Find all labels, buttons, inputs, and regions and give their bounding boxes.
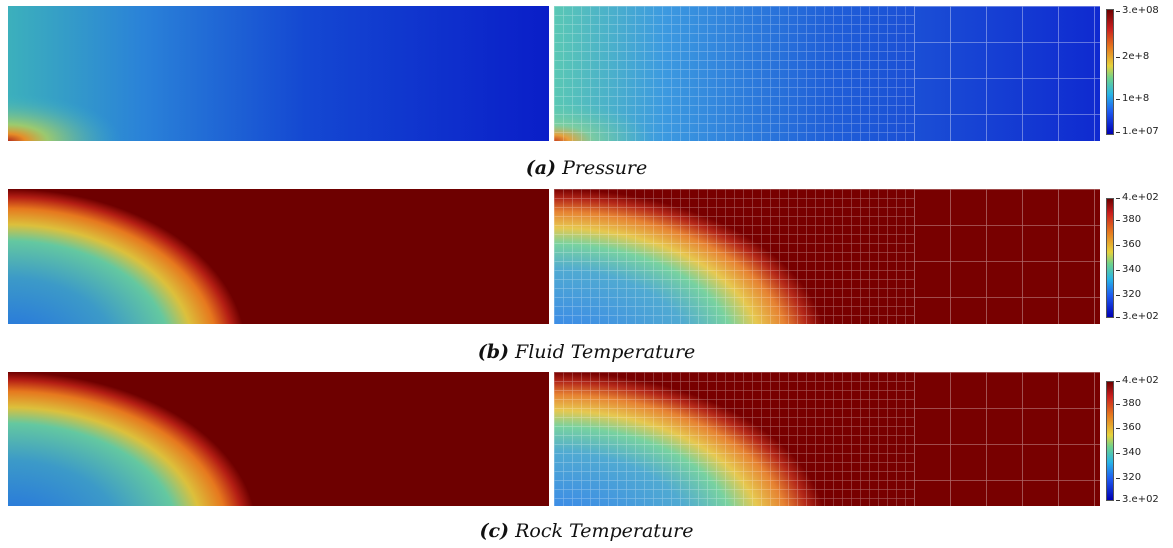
fluid-temperature-colorbar: [1106, 198, 1114, 318]
rock-temperature-mesh-field: [554, 372, 1100, 506]
fluid-temperature-mesh-panel: [554, 189, 1100, 324]
fluid-temperature-tick-5: 3.e+02: [1116, 311, 1159, 322]
pressure-fine-panel: [8, 6, 549, 141]
fluid-temperature-tick-0: 4.e+02: [1116, 192, 1159, 203]
caption-fluid-temperature: (b) Fluid Temperature: [0, 341, 1173, 363]
pressure-fine-field: [8, 6, 549, 141]
rock-temperature-colorbar: [1106, 381, 1114, 501]
pressure-colorbar: [1106, 9, 1114, 135]
fluid-temperature-tick-1: 380: [1115, 214, 1142, 225]
rock-temperature-tick-1: 380: [1115, 398, 1142, 409]
caption-rock-temperature-text: Rock Temperature: [515, 520, 694, 542]
fluid-temperature-fine-panel: [8, 189, 549, 324]
caption-pressure: (a) Pressure: [0, 157, 1173, 179]
fluid-temperature-tick-3: 340: [1115, 264, 1142, 275]
caption-pressure-text: Pressure: [562, 157, 648, 179]
caption-rock-temperature-label: (c): [479, 520, 510, 542]
caption-rock-temperature: (c) Rock Temperature: [0, 520, 1173, 542]
rock-temperature-tick-5: 3.e+02: [1116, 494, 1159, 505]
rock-temperature-tick-4: 320: [1115, 472, 1142, 483]
pressure-tick-2: 1e+8: [1115, 93, 1150, 104]
pressure-mesh-field: [554, 6, 1100, 141]
caption-pressure-label: (a): [525, 157, 557, 179]
fluid-temperature-fine-field: [8, 189, 549, 324]
rock-temperature-tick-2: 360: [1115, 422, 1142, 433]
rock-temperature-mesh-panel: [554, 372, 1100, 506]
pressure-mesh-panel: [554, 6, 1100, 141]
caption-fluid-temperature-label: (b): [477, 341, 509, 363]
rock-temperature-fine-panel: [8, 372, 549, 506]
rock-temperature-tick-0: 4.e+02: [1116, 375, 1159, 386]
rock-temperature-tick-3: 340: [1115, 447, 1142, 458]
pressure-tick-0: 3.e+08: [1116, 5, 1159, 16]
rock-temperature-fine-field: [8, 372, 549, 506]
fluid-temperature-tick-4: 320: [1115, 289, 1142, 300]
fluid-temperature-tick-2: 360: [1115, 239, 1142, 250]
fluid-temperature-mesh-field: [554, 189, 1100, 324]
pressure-tick-3: 1.e+07: [1116, 126, 1159, 137]
caption-fluid-temperature-text: Fluid Temperature: [515, 341, 696, 363]
pressure-tick-1: 2e+8: [1115, 51, 1150, 62]
